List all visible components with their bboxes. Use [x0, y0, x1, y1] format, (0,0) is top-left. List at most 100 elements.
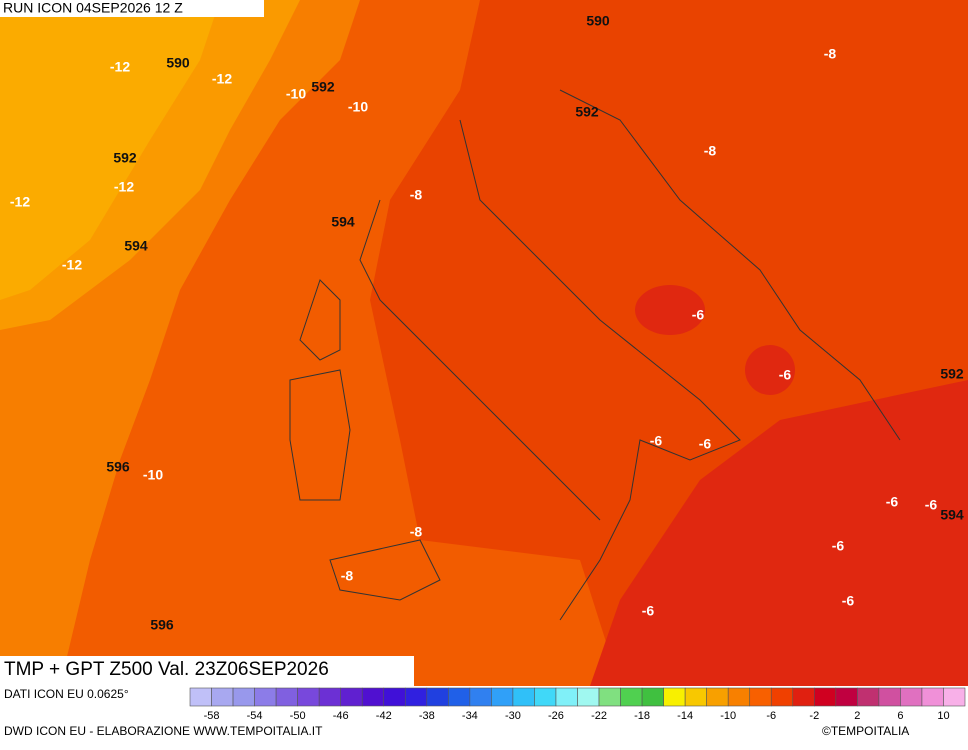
color-swatch: [878, 687, 901, 707]
contour-label: -12: [212, 71, 232, 87]
color-swatch: [598, 687, 621, 707]
color-swatch: [383, 687, 406, 707]
color-swatch: [706, 687, 729, 707]
contour-label: 592: [311, 79, 335, 95]
colorbar-label: 6: [897, 710, 903, 722]
contour-label: -8: [824, 46, 837, 62]
contour-label: 594: [940, 507, 964, 523]
colorbar-label: -6: [766, 710, 776, 722]
contour-label: 594: [124, 238, 148, 254]
hot-cell: [745, 345, 795, 395]
contour-label: 594: [331, 214, 355, 230]
color-swatch: [620, 687, 643, 707]
color-swatch: [275, 687, 298, 707]
colorbar-label: -42: [376, 710, 392, 722]
colorbar-label: -50: [290, 710, 306, 722]
contour-label: 592: [575, 104, 599, 120]
color-swatch: [232, 687, 255, 707]
contour-label: -6: [842, 593, 855, 609]
contour-label: -12: [110, 59, 130, 75]
colorbar-label: -22: [591, 710, 607, 722]
contour-label: 590: [586, 13, 610, 29]
colorbar-label: -14: [677, 710, 693, 722]
color-swatch: [318, 687, 341, 707]
contour-label: -10: [286, 86, 306, 102]
contour-label: 592: [940, 366, 964, 382]
color-swatch: [577, 687, 600, 707]
contour-label: -6: [699, 436, 712, 452]
color-swatch: [469, 687, 492, 707]
color-swatch: [857, 687, 880, 707]
contour-label: -6: [886, 494, 899, 510]
color-swatch: [361, 687, 385, 707]
contour-label: -6: [925, 497, 938, 513]
hottest-zone: [590, 380, 968, 686]
color-swatch: [749, 687, 772, 707]
colorbar-label: -58: [204, 710, 220, 722]
color-swatch: [254, 687, 277, 707]
contour-label: -10: [348, 99, 368, 115]
contour-label: 596: [150, 617, 174, 633]
contour-label: -12: [10, 194, 30, 210]
colorbar-label: -18: [634, 710, 650, 722]
product-box: [0, 656, 414, 686]
colorbar-label: -46: [333, 710, 349, 722]
color-swatch: [448, 687, 471, 707]
colorbar-label: -10: [720, 710, 736, 722]
colorbar-label: -34: [462, 710, 478, 722]
color-swatch: [512, 687, 535, 707]
contour-label: -8: [341, 568, 354, 584]
color-swatch: [491, 687, 514, 707]
contour-label: -8: [410, 524, 423, 540]
color-swatch: [340, 687, 363, 707]
color-swatch: [297, 687, 320, 707]
contour-label: -12: [114, 179, 134, 195]
colorbar-label: 10: [937, 710, 949, 722]
credit: DWD ICON EU - ELABORAZIONE WWW.TEMPOITAL…: [4, 724, 323, 738]
colorbar: -58 -54 -50 -46 -42 -38 -34 -30 -26 -22 -18 -14 -10-…: [189, 687, 966, 722]
color-swatch: [534, 687, 557, 707]
colorbar-label: -30: [505, 710, 521, 722]
color-swatch: [770, 687, 794, 707]
colorbar-label: -38: [419, 710, 435, 722]
contour-label: -6: [832, 538, 845, 554]
contour-label: -6: [642, 603, 655, 619]
color-swatch: [835, 687, 858, 707]
color-swatch: [555, 687, 578, 707]
contour-labels: -12 590 -12 -10 592 -10 592 -12 -12 594 -12 -8 594 59…: [10, 13, 964, 633]
hot-cell: [635, 285, 705, 335]
color-swatch: [792, 687, 815, 707]
contour-label: -12: [62, 257, 82, 273]
run-title: RUN ICON 04SEP2026 12 Z: [3, 0, 183, 16]
contour-label: -6: [650, 433, 663, 449]
color-swatch: [211, 687, 234, 707]
header-box: [0, 0, 264, 17]
color-swatch: [641, 687, 664, 707]
color-swatch: [663, 687, 686, 707]
contour-label: 590: [166, 55, 190, 71]
coastlines: [289, 89, 901, 621]
contour-label: 592: [113, 150, 137, 166]
color-swatch: [426, 687, 449, 707]
product-title: TMP + GPT Z500 Val. 23Z06SEP2026: [4, 659, 329, 680]
color-swatch: [189, 687, 212, 707]
warm-zone: [0, 0, 220, 300]
contour-label: 596: [106, 459, 130, 475]
color-swatch: [943, 687, 966, 707]
color-swatch: [727, 687, 751, 707]
contour-label: -10: [143, 467, 163, 483]
contour-label: -8: [410, 187, 423, 203]
color-swatch: [921, 687, 944, 707]
contour-label: -8: [704, 143, 717, 159]
brand: ©TEMPOITALIA: [822, 724, 909, 738]
colorbar-label: 2: [854, 710, 860, 722]
data-source: DATI ICON EU 0.0625°: [4, 687, 129, 701]
contour-label: -6: [692, 307, 705, 323]
colorbar-label: -2: [809, 710, 819, 722]
contour-label: -6: [779, 367, 792, 383]
color-swatch: [814, 687, 837, 707]
color-swatch: [684, 687, 707, 707]
color-swatch: [404, 687, 428, 707]
